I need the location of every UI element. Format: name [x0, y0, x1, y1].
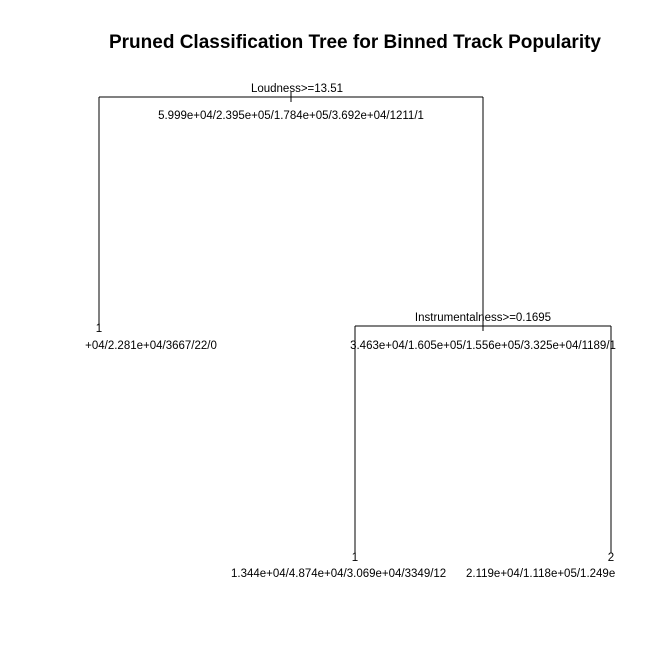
left-leaf-class-label: 1 [96, 323, 102, 335]
right-node-split-label: Instrumentalness>=0.1695 [415, 312, 551, 324]
right-left-leaf-stats-label: 1.344e+04/4.874e+04/3.069e+04/3349/12 [231, 568, 446, 580]
right-right-leaf-class-label: 2 [608, 552, 614, 564]
root-stats-label: 5.999e+04/2.395e+05/1.784e+05/3.692e+04/… [158, 110, 424, 122]
root-split-label: Loudness>=13.51 [251, 83, 343, 95]
edge-clip-mask [634, 566, 671, 582]
right-left-leaf-class-label: 1 [352, 552, 358, 564]
right-node-stats-label: 3.463e+04/1.605e+05/1.556e+05/3.325e+04/… [350, 340, 616, 352]
left-leaf-stats-label: +04/2.281e+04/3667/22/0 [85, 340, 217, 352]
plot-title: Pruned Classification Tree for Binned Tr… [109, 32, 601, 53]
right-right-leaf-stats-label: 2.119e+04/1.118e+05/1.249e [466, 568, 615, 580]
